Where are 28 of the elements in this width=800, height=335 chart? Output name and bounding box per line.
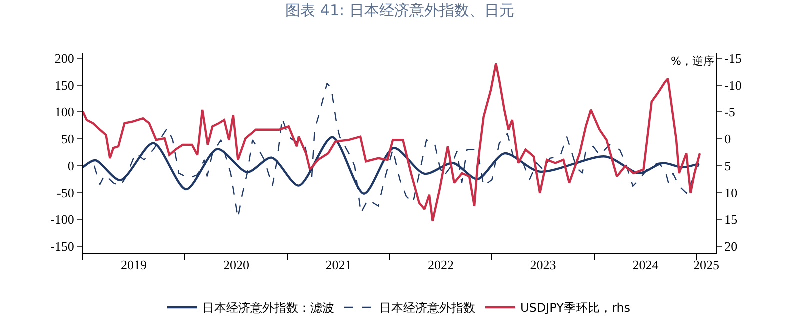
x-tick-label: 2021 [326, 258, 352, 273]
y2-tick-label: -5 [724, 104, 736, 120]
x-tick-label: 2025 [693, 258, 720, 273]
y-tick-label: -100 [50, 212, 74, 228]
y2-tick-label: 10 [724, 185, 738, 200]
legend-label: 日本经济意外指数：滤波 [202, 301, 334, 316]
y2-tick-label: 20 [724, 239, 738, 254]
y2-axis-title: %，逆序 [671, 55, 714, 68]
y-tick-label: 0 [68, 158, 74, 174]
legend-label: USDJPY季环比，rhs [520, 301, 631, 316]
legend-label: 日本经济意外指数 [380, 301, 476, 316]
y2-tick-label: -10 [724, 78, 742, 93]
y2-tick-label: -15 [724, 50, 742, 66]
y2-tick-label: 0 [724, 132, 732, 147]
x-tick-label: 2020 [223, 258, 250, 273]
x-tick-label: 2022 [428, 258, 454, 273]
y-tick-label: -50 [57, 185, 74, 200]
chart-title: 图表 41: 日本经济意外指数、日元 [286, 2, 514, 20]
y-tick-label: 200 [54, 50, 74, 66]
y-tick-label: 50 [61, 132, 74, 147]
y-tick-label: 100 [54, 104, 74, 120]
y2-tick-label: 5 [724, 158, 732, 174]
x-tick-label: 2023 [530, 258, 556, 273]
x-tick-label: 2019 [120, 258, 147, 273]
y2-tick-label: 15 [724, 212, 738, 228]
x-tick-label: 2024 [632, 258, 660, 273]
y-tick-label: 150 [54, 78, 74, 93]
y-tick-label: -150 [50, 239, 74, 254]
